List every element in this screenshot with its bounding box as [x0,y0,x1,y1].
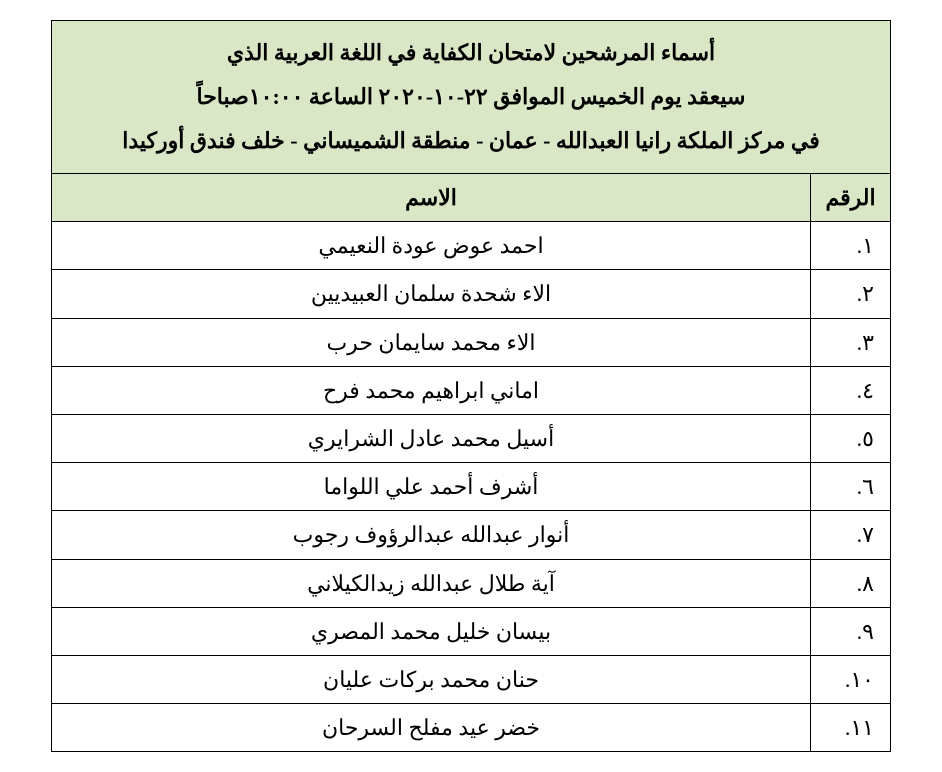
table-row: ٩. بيسان خليل محمد المصري [52,607,891,655]
header-number: الرقم [811,174,891,222]
header-row: الرقم الاسم [52,174,891,222]
row-number: ٦. [811,463,891,511]
row-name: اماني ابراهيم محمد فرح [52,366,811,414]
title-line-1: أسماء المرشحين لامتحان الكفاية في اللغة … [66,31,876,75]
row-name: أشرف أحمد علي اللواما [52,463,811,511]
table-row: ٢. الاء شحدة سلمان العبيديين [52,270,891,318]
row-number: ٨. [811,559,891,607]
table-row: ٤. اماني ابراهيم محمد فرح [52,366,891,414]
title-line-2: سيعقد يوم الخميس الموافق ٢٢-١٠-٢٠٢٠ السا… [66,75,876,119]
table-row: ٧. أنوار عبدالله عبدالرؤوف رجوب [52,511,891,559]
row-number: ٩. [811,607,891,655]
row-number: ٥. [811,414,891,462]
row-number: ٤. [811,366,891,414]
table-row: ٨. آية طلال عبدالله زيدالكيلاني [52,559,891,607]
table-row: ١٠. حنان محمد بركات عليان [52,655,891,703]
table-row: ١١. خضر عيد مفلح السرحان [52,704,891,752]
row-number: ١١. [811,704,891,752]
row-name: الاء شحدة سلمان العبيديين [52,270,811,318]
row-name: احمد عوض عودة النعيمي [52,222,811,270]
row-number: ٢. [811,270,891,318]
row-name: خضر عيد مفلح السرحان [52,704,811,752]
title-row: أسماء المرشحين لامتحان الكفاية في اللغة … [52,21,891,174]
table-row: ٦. أشرف أحمد علي اللواما [52,463,891,511]
row-name: الاء محمد سايمان حرب [52,318,811,366]
row-name: أنوار عبدالله عبدالرؤوف رجوب [52,511,811,559]
row-number: ٣. [811,318,891,366]
row-name: بيسان خليل محمد المصري [52,607,811,655]
table-row: ٥. أسيل محمد عادل الشرايري [52,414,891,462]
table-row: ١. احمد عوض عودة النعيمي [52,222,891,270]
row-number: ٧. [811,511,891,559]
title-line-3: في مركز الملكة رانيا العبدالله - عمان - … [66,119,876,163]
document-container: أسماء المرشحين لامتحان الكفاية في اللغة … [51,20,891,752]
row-name: حنان محمد بركات عليان [52,655,811,703]
title-cell: أسماء المرشحين لامتحان الكفاية في اللغة … [52,21,891,174]
row-number: ١٠. [811,655,891,703]
row-name: أسيل محمد عادل الشرايري [52,414,811,462]
table-row: ٣. الاء محمد سايمان حرب [52,318,891,366]
header-name: الاسم [52,174,811,222]
row-name: آية طلال عبدالله زيدالكيلاني [52,559,811,607]
row-number: ١. [811,222,891,270]
candidates-table: أسماء المرشحين لامتحان الكفاية في اللغة … [51,20,891,752]
